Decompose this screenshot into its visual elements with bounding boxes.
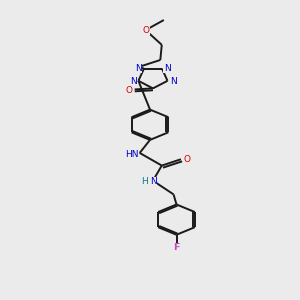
Text: O: O <box>125 86 132 95</box>
Text: N: N <box>164 64 171 73</box>
Text: O: O <box>142 26 149 34</box>
Text: HN: HN <box>125 150 138 159</box>
Text: N: N <box>150 177 157 186</box>
Text: N: N <box>135 64 142 73</box>
Text: N: N <box>170 77 177 86</box>
Text: O: O <box>184 155 191 164</box>
Text: N: N <box>130 77 136 86</box>
Text: H: H <box>141 177 148 186</box>
Text: F: F <box>173 243 180 252</box>
